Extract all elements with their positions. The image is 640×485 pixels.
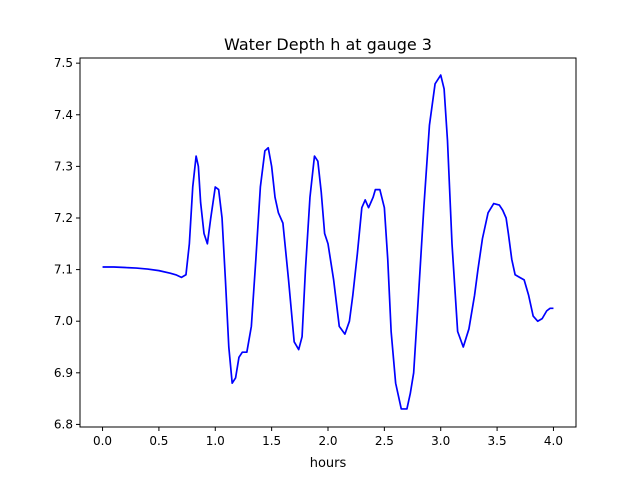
chart-title: Water Depth h at gauge 3: [224, 35, 432, 54]
y-tick-label: 7.5: [54, 56, 73, 70]
y-tick-label: 7.1: [54, 263, 73, 277]
x-tick-label: 2.0: [318, 434, 337, 448]
x-tick-label: 1.5: [262, 434, 281, 448]
x-tick-label: 1.0: [206, 434, 225, 448]
x-tick-label: 4.0: [544, 434, 563, 448]
y-tick-label: 7.0: [54, 314, 73, 328]
x-tick-label: 3.5: [488, 434, 507, 448]
x-tick-label: 0.5: [149, 434, 168, 448]
y-tick-label: 7.3: [54, 159, 73, 173]
y-tick-label: 7.4: [54, 108, 73, 122]
x-tick-label: 0.0: [93, 434, 112, 448]
plot-area: 0.0 0.5 1.0 1.5 2.0 2.5 3.0 3.5 4.0 6.8 6.9 7.0 7.1 7…: [54, 56, 577, 448]
series-line-0: [102, 74, 554, 410]
x-tick-label: 3.0: [431, 434, 450, 448]
x-tick-label: 2.5: [375, 434, 394, 448]
y-tick-label: 7.2: [54, 211, 73, 225]
y-tick-label: 6.8: [54, 417, 73, 431]
y-tick-label: 6.9: [54, 366, 73, 380]
x-axis-label: hours: [310, 456, 347, 471]
